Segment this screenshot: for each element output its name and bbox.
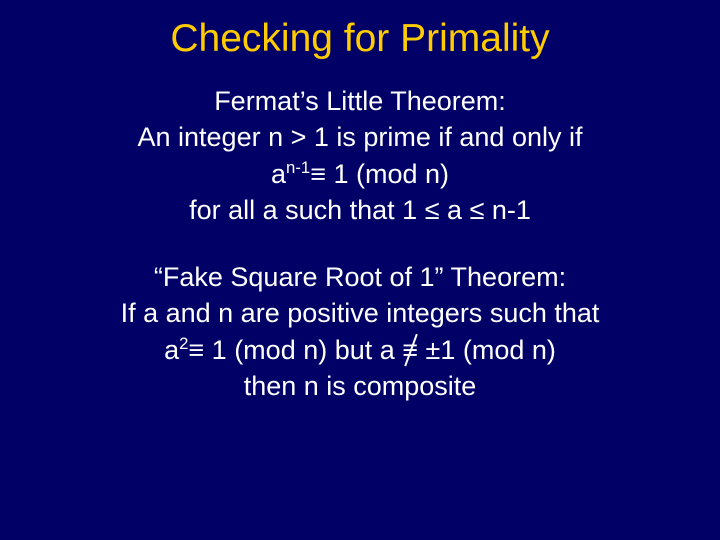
line: for all a such that 1 ≤ a ≤ n-1 (0, 192, 720, 228)
theorem-block-1: Fermat’s Little Theorem: An integer n > … (0, 83, 720, 229)
text: n-1 (484, 195, 531, 225)
var-a: a (164, 335, 179, 365)
slide-title: Checking for Primality (0, 18, 720, 61)
not-equiv-symbol: ≡ (402, 332, 418, 368)
exponent: n-1 (286, 158, 310, 177)
slide-body: Fermat’s Little Theorem: An integer n > … (0, 83, 720, 405)
line: If a and n are positive integers such th… (0, 295, 720, 331)
exponent: 2 (179, 334, 188, 353)
line: then n is composite (0, 368, 720, 404)
text: 1 (mod n) but a (204, 335, 402, 365)
plus-minus-symbol: ± (418, 335, 440, 365)
line: a2≡ 1 (mod n) but a ≡ ±1 (mod n) (0, 332, 720, 368)
equiv-symbol: ≡ (188, 335, 204, 365)
leq-symbol: ≤ (425, 195, 440, 225)
var-a: a (271, 159, 286, 189)
line: “Fake Square Root of 1” Theorem: (0, 259, 720, 295)
text: a (440, 195, 470, 225)
text: 1 (mod n) (326, 159, 449, 189)
theorem-block-2: “Fake Square Root of 1” Theorem: If a an… (0, 259, 720, 405)
slide: Checking for Primality Fermat’s Little T… (0, 0, 720, 540)
text: for all a such that 1 (189, 195, 425, 225)
equiv-symbol: ≡ (310, 159, 326, 189)
line: an-1≡ 1 (mod n) (0, 156, 720, 192)
text: 1 (mod n) (440, 335, 556, 365)
line: An integer n > 1 is prime if and only if (0, 119, 720, 155)
leq-symbol: ≤ (470, 195, 485, 225)
line: Fermat’s Little Theorem: (0, 83, 720, 119)
